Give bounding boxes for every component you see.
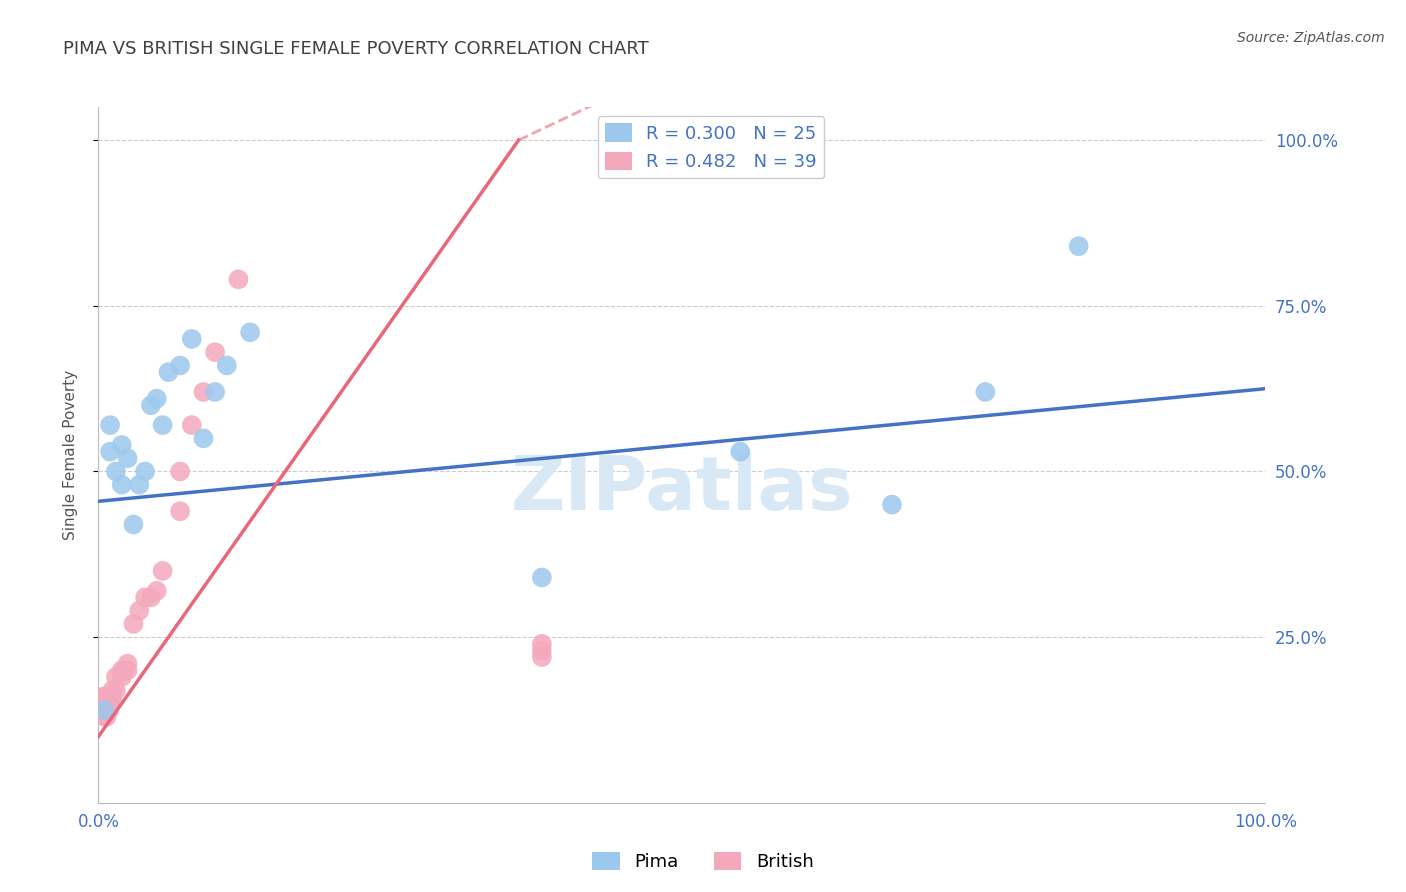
Point (169, 359, 191, 373)
Point (111, 438, 134, 452)
Point (134, 591, 156, 605)
Point (97, 697, 120, 711)
Point (90, 703, 112, 717)
Point (204, 384, 226, 399)
Point (112, 663, 135, 677)
Point (90, 697, 112, 711)
Point (111, 477, 134, 491)
Point (169, 465, 191, 479)
Point (122, 616, 145, 631)
Legend: Pima, British: Pima, British (585, 845, 821, 879)
Point (974, 384, 997, 399)
Point (128, 477, 150, 491)
Point (98, 418, 121, 433)
Point (93, 703, 115, 717)
Point (98, 444, 121, 458)
Point (169, 504, 191, 518)
Legend: R = 0.300   N = 25, R = 0.482   N = 39: R = 0.300 N = 25, R = 0.482 N = 39 (598, 116, 824, 178)
Point (193, 431, 215, 445)
Point (139, 591, 162, 605)
Point (157, 365, 180, 379)
Point (104, 670, 127, 684)
Point (228, 272, 250, 286)
Point (101, 690, 124, 704)
Point (101, 683, 124, 698)
Point (104, 683, 127, 698)
Point (93, 690, 115, 704)
Point (94, 703, 117, 717)
Point (98, 697, 121, 711)
Y-axis label: Single Female Poverty: Single Female Poverty (63, 370, 77, 540)
Point (117, 663, 139, 677)
Point (111, 670, 134, 684)
Point (96, 697, 118, 711)
Point (139, 398, 162, 412)
Point (215, 359, 238, 373)
Point (128, 604, 150, 618)
Point (730, 444, 752, 458)
Point (239, 326, 262, 340)
Point (880, 498, 903, 512)
Point (530, 643, 553, 657)
Point (96, 709, 118, 723)
Point (91, 690, 114, 704)
Point (530, 650, 553, 665)
Text: ZIPatlas: ZIPatlas (510, 453, 853, 526)
Point (146, 392, 169, 406)
Point (530, 570, 553, 584)
Point (122, 517, 145, 532)
Point (180, 332, 202, 346)
Point (134, 465, 156, 479)
Point (104, 465, 127, 479)
Point (93, 709, 115, 723)
Point (97, 703, 120, 717)
Point (193, 384, 215, 399)
Text: Source: ZipAtlas.com: Source: ZipAtlas.com (1237, 31, 1385, 45)
Point (146, 583, 169, 598)
Text: PIMA VS BRITISH SINGLE FEMALE POVERTY CORRELATION CHART: PIMA VS BRITISH SINGLE FEMALE POVERTY CO… (63, 40, 650, 58)
Point (204, 345, 226, 359)
Point (97, 690, 120, 704)
Point (117, 451, 139, 466)
Point (530, 637, 553, 651)
Point (180, 418, 202, 433)
Point (1067, 239, 1090, 253)
Point (111, 663, 134, 677)
Point (117, 657, 139, 671)
Point (152, 418, 174, 433)
Point (94, 703, 117, 717)
Point (98, 697, 121, 711)
Point (97, 703, 120, 717)
Point (152, 564, 174, 578)
